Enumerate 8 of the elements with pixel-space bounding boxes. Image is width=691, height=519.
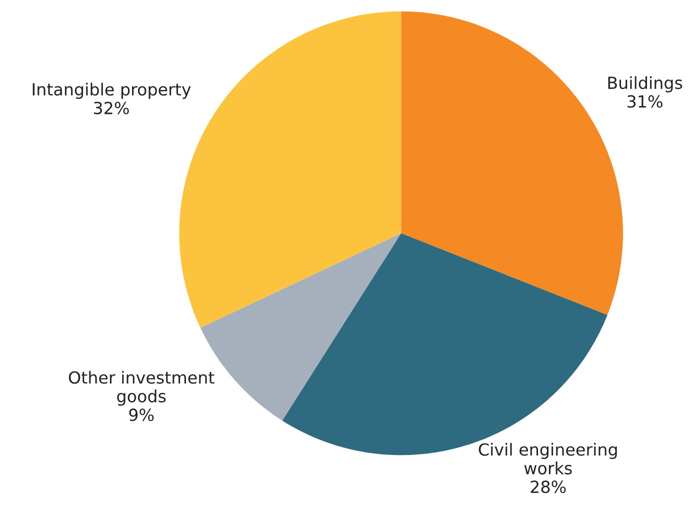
slice-label: Intangible property [32, 82, 191, 99]
data-label: 28% [530, 480, 566, 494]
data-label: 32% [94, 102, 129, 114]
slice-label: Other investment goods [68, 370, 214, 406]
slice-label: Buildings [608, 76, 682, 92]
slice-label: Civil engineering works [478, 442, 617, 474]
data-label: 31% [628, 95, 662, 108]
data-label: 9% [129, 408, 154, 422]
